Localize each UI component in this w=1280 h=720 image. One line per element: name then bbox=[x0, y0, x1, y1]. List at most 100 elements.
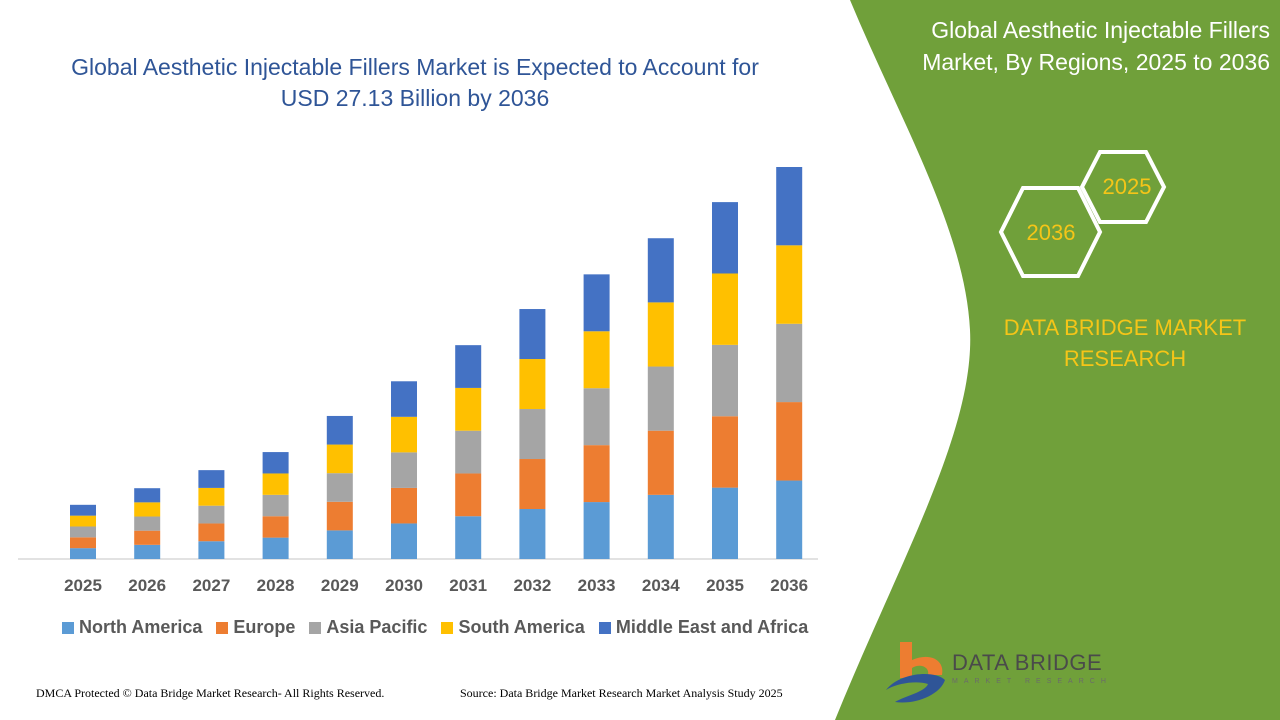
green-side-panel bbox=[835, 0, 1280, 720]
bar-2033-north-america bbox=[583, 502, 610, 559]
x-tick-label: 2035 bbox=[706, 576, 744, 595]
bar-2034-north-america bbox=[647, 494, 674, 559]
brand-text: DATA BRIDGE MARKET RESEARCH bbox=[1003, 315, 1247, 371]
bar-2032-north-america bbox=[519, 509, 546, 559]
bar-2026-asia-pacific bbox=[134, 516, 161, 531]
bar-2025-middle-east-and-africa bbox=[70, 504, 96, 516]
bar-2029-middle-east-and-africa bbox=[326, 415, 353, 445]
bar-2030-south-america bbox=[391, 416, 417, 453]
x-tick-label: 2036 bbox=[770, 576, 809, 595]
logo-mark bbox=[886, 642, 945, 703]
logo-name: DATA BRIDGE bbox=[952, 650, 1103, 675]
bar-2032-middle-east-and-africa bbox=[519, 309, 546, 360]
bar-2027-asia-pacific bbox=[198, 505, 225, 524]
x-tick-label: 2034 bbox=[641, 576, 680, 595]
legend-swatch bbox=[309, 621, 322, 634]
bar-2026-middle-east-and-africa bbox=[134, 488, 161, 503]
x-tick-label: 2027 bbox=[192, 576, 231, 595]
bar-2033-middle-east-and-africa bbox=[583, 274, 610, 332]
bar-2027-europe bbox=[198, 523, 225, 542]
bar-2028-south-america bbox=[262, 473, 289, 495]
bar-2036-asia-pacific bbox=[776, 323, 803, 403]
bar-2028-asia-pacific bbox=[262, 494, 289, 517]
bar-2031-south-america bbox=[455, 387, 482, 431]
bars-group bbox=[70, 167, 803, 559]
bar-2028-middle-east-and-africa bbox=[262, 452, 289, 474]
bar-2025-europe bbox=[70, 537, 96, 549]
bar-2032-europe bbox=[519, 459, 546, 510]
source-footer: Source: Data Bridge Market Research Mark… bbox=[460, 686, 783, 700]
bar-2030-europe bbox=[391, 487, 417, 524]
legend-item: Europe bbox=[216, 617, 295, 638]
bar-2035-asia-pacific bbox=[712, 344, 738, 417]
bar-2035-europe bbox=[712, 416, 738, 488]
hexagon-2036 bbox=[998, 186, 1103, 278]
bar-2032-asia-pacific bbox=[519, 409, 546, 460]
legend-item: South America bbox=[441, 617, 585, 638]
bar-2029-europe bbox=[326, 501, 353, 531]
bar-2025-asia-pacific bbox=[70, 526, 96, 538]
bar-2033-south-america bbox=[583, 331, 610, 389]
bar-2036-europe bbox=[776, 402, 803, 481]
chart-title: Global Aesthetic Injectable Fillers Mark… bbox=[71, 54, 759, 111]
x-tick-label: 2029 bbox=[320, 576, 359, 595]
bar-2028-europe bbox=[262, 516, 289, 538]
legend-item: Asia Pacific bbox=[309, 617, 427, 638]
x-tick-label: 2033 bbox=[577, 576, 616, 595]
hex-label-2036: 2036 bbox=[1026, 220, 1076, 245]
bar-2036-south-america bbox=[776, 245, 803, 324]
side-panel-title: Global Aesthetic Injectable Fillers Mark… bbox=[922, 17, 1270, 75]
legend-item: Middle East and Africa bbox=[598, 617, 809, 638]
hex-label-2025: 2025 bbox=[1102, 174, 1152, 199]
bar-2034-asia-pacific bbox=[647, 366, 674, 431]
bar-2034-middle-east-and-africa bbox=[647, 238, 674, 303]
x-tick-label: 2028 bbox=[256, 576, 295, 595]
bar-2035-middle-east-and-africa bbox=[712, 202, 738, 274]
x-tick-label: 2032 bbox=[513, 576, 552, 595]
legend-label: North America bbox=[79, 617, 203, 637]
bar-2028-north-america bbox=[262, 537, 289, 559]
legend-label: Europe bbox=[233, 617, 296, 637]
bar-2031-north-america bbox=[455, 516, 482, 559]
bar-2034-europe bbox=[647, 430, 674, 495]
legend-label: Middle East and Africa bbox=[615, 617, 809, 637]
bar-2027-south-america bbox=[198, 487, 225, 506]
bar-2034-south-america bbox=[647, 302, 674, 367]
bar-2031-europe bbox=[455, 473, 482, 517]
bar-2031-asia-pacific bbox=[455, 430, 482, 474]
bar-2026-europe bbox=[134, 530, 161, 545]
bar-2029-north-america bbox=[326, 530, 353, 559]
legend-label: Asia Pacific bbox=[326, 617, 428, 637]
legend-swatch bbox=[598, 621, 611, 634]
bar-2025-south-america bbox=[70, 515, 96, 527]
logo-tagline: MARKET RESEARCH bbox=[952, 678, 1112, 685]
bar-2036-north-america bbox=[776, 480, 803, 559]
bar-2029-asia-pacific bbox=[326, 473, 353, 502]
bar-2033-asia-pacific bbox=[583, 388, 610, 446]
bar-2032-south-america bbox=[519, 359, 546, 410]
bar-2027-north-america bbox=[198, 541, 225, 559]
x-tick-label: 2031 bbox=[449, 576, 488, 595]
bar-2030-middle-east-and-africa bbox=[391, 381, 417, 417]
x-tick-label: 2026 bbox=[128, 576, 167, 595]
bar-2035-north-america bbox=[712, 487, 738, 559]
legend: North America Europe Asia Pacific South Ame… bbox=[62, 617, 808, 638]
x-tick-label: 2030 bbox=[385, 576, 423, 595]
bar-2025-north-america bbox=[70, 548, 96, 559]
bar-2026-south-america bbox=[134, 502, 161, 517]
hexagon-2025 bbox=[1079, 150, 1167, 224]
bar-2035-south-america bbox=[712, 273, 738, 345]
x-tick-label: 2025 bbox=[64, 576, 102, 595]
bar-2031-middle-east-and-africa bbox=[455, 345, 482, 388]
bar-2029-south-america bbox=[326, 444, 353, 474]
bar-2036-middle-east-and-africa bbox=[776, 167, 803, 246]
bar-2027-middle-east-and-africa bbox=[198, 470, 225, 488]
copyright-footer: DMCA Protected © Data Bridge Market Rese… bbox=[36, 686, 385, 700]
legend-swatch bbox=[441, 621, 454, 634]
legend-item: North America bbox=[62, 617, 202, 638]
bar-2030-north-america bbox=[391, 523, 417, 559]
bar-2030-asia-pacific bbox=[391, 452, 417, 488]
bar-2026-north-america bbox=[134, 544, 161, 559]
legend-swatch bbox=[216, 621, 229, 634]
